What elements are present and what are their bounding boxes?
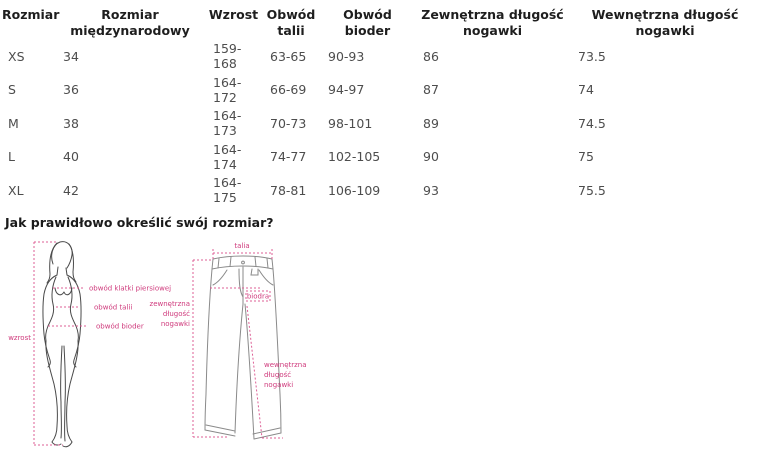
cell-outer-leg: 93 [423, 182, 439, 198]
inner-leg-label-line3: nogawki [264, 381, 293, 389]
cell-international: 42 [63, 182, 79, 198]
pants-waist-end-ticks [212, 248, 273, 259]
cell-waist: 70-73 [270, 115, 307, 131]
inner-leg-measurement: wewnętrzna długość nogawki [246, 305, 307, 439]
col-header-inner-leg: Wewnętrzna długość nogawki [591, 7, 739, 38]
waist-measurement: obwód talii [56, 303, 132, 311]
cell-hips: 94-97 [328, 82, 365, 98]
measurement-diagrams: wzrost obwód klatki piersiowej obwód tal… [0, 234, 760, 449]
table-row-m: M 38 164-173 70-73 98-101 89 74.5 [0, 107, 760, 141]
cell-size: S [8, 82, 16, 98]
cell-outer-leg: 90 [423, 149, 439, 165]
cell-outer-leg: 86 [423, 48, 439, 64]
col-header-international-size: Rozmiar międzynarodowy [70, 7, 190, 38]
cell-size: L [8, 149, 15, 165]
cell-waist: 78-81 [270, 182, 307, 198]
cell-inner-leg: 75 [578, 149, 594, 165]
pants-hips-measurement: biodra [210, 287, 271, 302]
chest-measurement: obwód klatki piersiowej [53, 284, 171, 292]
size-table-header: Rozmiar Rozmiar międzynarodowy Wzrost Ob… [0, 2, 760, 40]
cell-height: 159-168 [213, 41, 242, 71]
cell-height: 164-174 [213, 141, 242, 172]
outer-leg-measurement: zewnętrzna długość nogawki [150, 259, 228, 438]
section-heading: Jak prawidłowo określić swój rozmiar? [5, 214, 274, 230]
cell-size: XL [8, 182, 24, 198]
cell-size: XS [8, 48, 25, 64]
cell-height: 164-175 [213, 175, 242, 205]
cell-inner-leg: 75.5 [578, 182, 606, 198]
size-table: Rozmiar Rozmiar międzynarodowy Wzrost Ob… [0, 2, 760, 208]
pants-waist-label: talia [234, 242, 249, 250]
header-row: Rozmiar Rozmiar międzynarodowy Wzrost Ob… [0, 2, 760, 40]
hips-label: obwód bioder [96, 322, 144, 330]
waist-label: obwód talii [94, 303, 132, 311]
cell-height: 164-173 [213, 108, 242, 138]
hips-measurement: obwód bioder [48, 322, 144, 330]
table-row-l: L 40 164-174 74-77 102-105 90 75 [0, 141, 760, 175]
col-header-hips: Obwód bioder [343, 7, 392, 38]
cell-size: M [8, 115, 19, 131]
pants-figure-diagram: talia biodra zewnętrzna długość [150, 242, 307, 440]
outer-leg-label-line1: zewnętrzna [150, 300, 190, 308]
cell-waist: 66-69 [270, 82, 307, 98]
cell-outer-leg: 87 [423, 82, 439, 98]
height-measurement: wzrost [8, 241, 63, 446]
table-row-xl: XL 42 164-175 78-81 106-109 93 75.5 [0, 174, 760, 208]
cell-international: 38 [63, 115, 79, 131]
cell-international: 40 [63, 149, 79, 165]
col-header-size: Rozmiar [2, 7, 60, 22]
cell-hips: 102-105 [328, 149, 381, 165]
cell-height: 164-172 [213, 74, 242, 105]
col-header-height: Wzrost [208, 7, 259, 22]
chest-label: obwód klatki piersiowej [89, 284, 171, 292]
cell-outer-leg: 89 [423, 115, 439, 131]
pants-outline [204, 255, 282, 440]
table-row-s: S 36 164-172 66-69 94-97 87 74 [0, 74, 760, 108]
cell-inner-leg: 74 [578, 82, 594, 98]
outer-leg-label-line2: długość [163, 310, 190, 318]
body-figure-diagram: wzrost obwód klatki piersiowej obwód tal… [8, 240, 171, 448]
cell-international: 36 [63, 82, 79, 98]
female-body-outline [42, 240, 82, 448]
outer-leg-label-line3: nogawki [161, 320, 190, 328]
measurement-diagram-svg: wzrost obwód klatki piersiowej obwód tal… [8, 240, 307, 448]
col-header-waist: Obwód talii [266, 7, 316, 38]
cell-waist: 74-77 [270, 149, 307, 165]
inner-leg-label-line1: wewnętrzna [264, 361, 307, 369]
table-row-xs: XS 34 159-168 63-65 90-93 86 73.5 [0, 40, 760, 74]
size-table-body: XS 34 159-168 63-65 90-93 86 73.5 S 36 1… [0, 40, 760, 208]
cell-international: 34 [63, 48, 79, 64]
cell-inner-leg: 74.5 [578, 115, 606, 131]
pants-hips-label: biodra [247, 292, 269, 300]
cell-waist: 63-65 [270, 48, 307, 64]
cell-inner-leg: 73.5 [578, 48, 606, 64]
inner-leg-dashed-line [246, 305, 263, 438]
cell-hips: 106-109 [328, 182, 381, 198]
cell-hips: 98-101 [328, 115, 373, 131]
pants-hips-label-box [245, 290, 271, 302]
col-header-outer-leg: Zewnętrzna długość nogawki [421, 7, 564, 38]
cell-hips: 90-93 [328, 48, 365, 64]
pants-waist-measurement: talia [212, 242, 273, 259]
height-label: wzrost [8, 334, 31, 342]
inner-leg-label-line2: długość [264, 371, 291, 379]
